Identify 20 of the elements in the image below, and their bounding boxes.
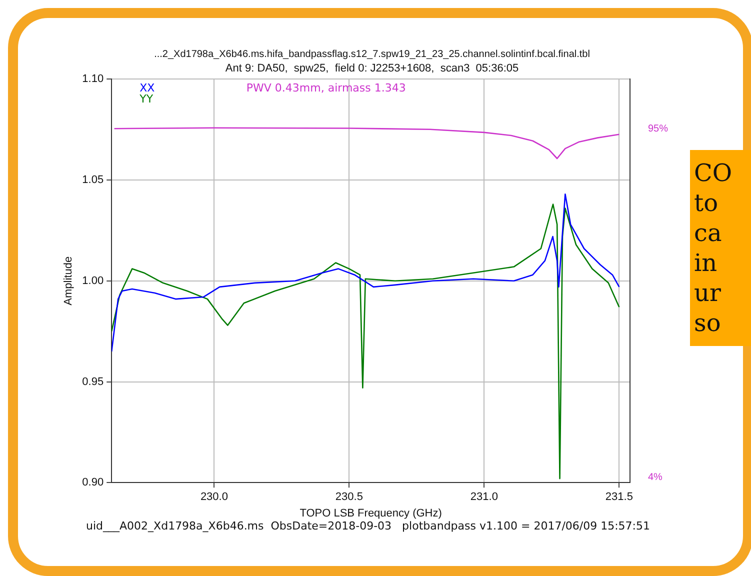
x-tick-label: 230.0	[200, 491, 228, 504]
text: CO to ca in ur so	[690, 150, 751, 346]
x-tick-label: 230.5	[335, 491, 363, 504]
text: uid___A002_Xd1798a_X6b46.ms ObsDate=2018-09-03 plotbandpass v1.100 = 2017/06/09 15:57:51	[86, 519, 650, 532]
y-tick-label: 0.90	[82, 476, 104, 489]
x-axis-title: TOPO LSB Frequency (GHz)	[300, 507, 442, 520]
y-tick-label: 1.10	[82, 73, 104, 86]
y2-tick-label: 95%	[648, 123, 668, 134]
x-tick-label: 231.0	[470, 491, 498, 504]
chart-subtitle: Ant 9: DA50, spw25, field 0: J2253+1608, scan3 05:36:05	[225, 62, 519, 75]
y-axis-title: Amplitude	[62, 256, 75, 306]
chart-title: ...2_Xd1798a_X6b46.ms.hifa_bandpassflag.s12_7.spw19_21_23_25.channel.solintinf.bcal.final.tbl	[154, 48, 590, 60]
x-tick-label: 231.5	[605, 491, 633, 504]
y-tick-label: 0.95	[82, 376, 104, 388]
text: PWV 0.43mm, airmass 1.343	[246, 82, 406, 95]
text: XX	[140, 82, 156, 95]
y-tick-label: 1.00	[82, 274, 104, 287]
text: YY	[138, 92, 154, 106]
y2-tick-label: 4%	[648, 472, 663, 483]
y-tick-label: 1.05	[82, 174, 104, 186]
